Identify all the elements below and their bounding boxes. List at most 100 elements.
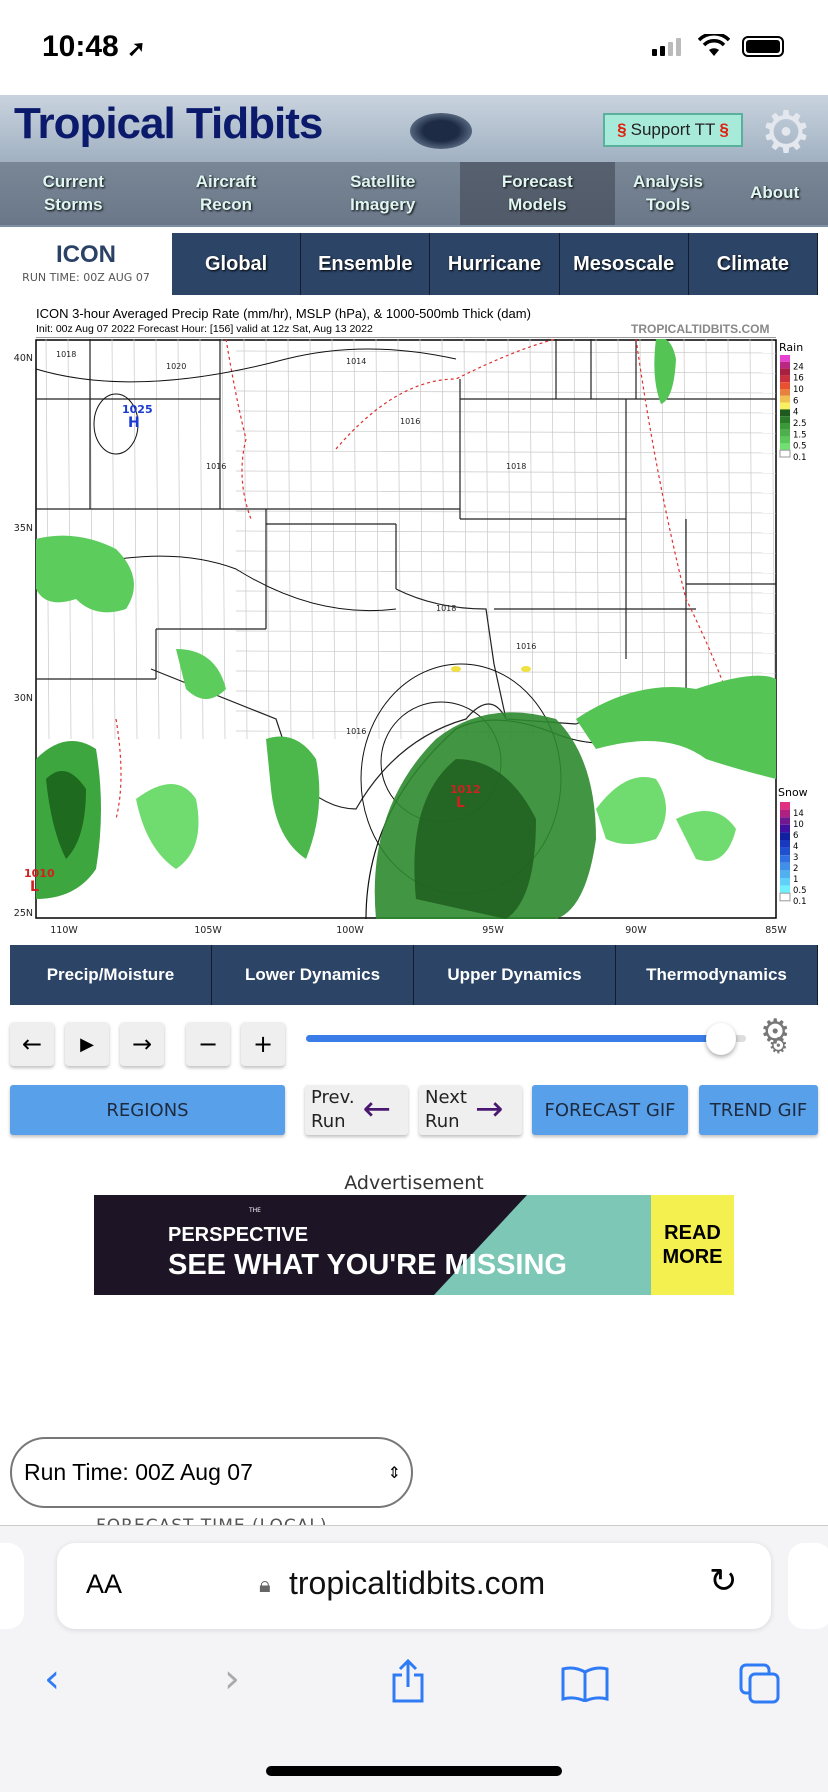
tab-thermodynamics[interactable]: Thermodynamics: [616, 945, 818, 1005]
forecast-hour-slider[interactable]: [306, 1035, 746, 1042]
legend-tick: 1: [793, 875, 798, 885]
legend-swatch: [780, 361, 790, 369]
isobar-label: 1016: [346, 727, 366, 736]
lon-label: 105W: [194, 925, 222, 936]
tab-mesoscale[interactable]: Mesoscale: [559, 233, 689, 295]
forecast-map[interactable]: 1025 H 1012 L 1010 L 1018 1020 1016 1014…: [8, 339, 828, 939]
back-icon[interactable]: ‹: [44, 1656, 60, 1702]
isobar-label: 1016: [400, 417, 420, 426]
trend-gif-button[interactable]: TREND GIF: [699, 1085, 818, 1135]
tab-global[interactable]: Global: [172, 233, 302, 295]
previous-tab-pill[interactable]: [0, 1543, 24, 1629]
legend-swatch: [780, 429, 790, 437]
tab-precip-moisture[interactable]: Precip/Moisture: [10, 945, 212, 1005]
county-line: [309, 339, 314, 740]
legend-swatch: [780, 862, 790, 871]
support-button[interactable]: § Support TT §: [603, 113, 743, 147]
model-tabs: Global Ensemble Hurricane Mesoscale Clim…: [172, 233, 819, 295]
nav-analysis-tools[interactable]: Analysis Tools: [633, 172, 703, 214]
tab-climate[interactable]: Climate: [688, 233, 819, 295]
settings-gear-icon[interactable]: ⚙: [760, 98, 812, 166]
forecast-gif-button[interactable]: FORECAST GIF: [532, 1085, 688, 1135]
lon-labels: 110W 105W 100W 95W 90W 85W: [50, 925, 787, 936]
tab-upper-dynamics[interactable]: Upper Dynamics: [414, 945, 616, 1005]
tab-hurricane[interactable]: Hurricane: [430, 233, 560, 295]
next-tab-pill[interactable]: [788, 1543, 828, 1629]
legend-tick: 4: [793, 842, 798, 852]
low-pressure-value: 1010: [24, 867, 55, 880]
next-run-label: Run: [425, 1111, 460, 1132]
zoom-out-button[interactable]: −: [186, 1022, 230, 1066]
tab-ensemble[interactable]: Ensemble: [301, 233, 431, 295]
county-line: [133, 339, 138, 740]
lat-labels: 40N 35N 30N 25N: [14, 353, 33, 919]
legend-swatch: [780, 840, 790, 848]
tab-lower-dynamics[interactable]: Lower Dynamics: [212, 945, 414, 1005]
nav-forecast-models[interactable]: Forecast Models: [460, 162, 615, 225]
pressure-centers: 1025 H 1012 L 1010 L: [24, 403, 481, 895]
legend-swatch: [780, 870, 790, 878]
prev-run-label: Prev.: [311, 1086, 355, 1108]
hurricane-icon: §: [719, 120, 729, 139]
nav-aircraft-recon[interactable]: Aircraft Recon: [195, 172, 257, 214]
share-icon[interactable]: [390, 1659, 426, 1703]
legend-tick: 2: [793, 864, 798, 874]
legend-swatch: [779, 449, 791, 458]
isobar-label: 1020: [166, 362, 186, 371]
ad-read-more[interactable]: READ MORE: [651, 1195, 734, 1295]
lat-label: 30N: [14, 693, 33, 704]
url-text[interactable]: tropicaltidbits.com: [289, 1565, 546, 1601]
low-pressure-value: 1012: [450, 783, 481, 796]
county-line: [235, 510, 777, 514]
slider-thumb[interactable]: [706, 1023, 736, 1055]
next-run-button[interactable]: Next Run →: [419, 1085, 522, 1135]
legend-tick: 0.5: [793, 442, 807, 452]
bookmarks-icon[interactable]: [560, 1666, 610, 1702]
nav-satellite-imagery[interactable]: Satellite Imagery: [350, 172, 416, 214]
play-button[interactable]: ▶: [65, 1022, 109, 1066]
legend-swatch: [780, 368, 790, 376]
legend-tick: 4: [793, 408, 798, 418]
run-time-select[interactable]: Run Time: 00Z Aug 07 ⇕: [10, 1437, 413, 1508]
legend-swatch: [780, 402, 790, 410]
status-time: 10:48 ➚: [42, 30, 146, 63]
hurricane-eye-image: [410, 113, 472, 149]
prev-frame-button[interactable]: ←: [10, 1022, 54, 1066]
high-pressure-symbol: H: [128, 415, 140, 431]
legend-swatch: [780, 395, 790, 403]
forward-icon[interactable]: ›: [224, 1656, 240, 1702]
legend-tick: 6: [793, 831, 798, 841]
model-name: ICON: [56, 241, 116, 268]
snow-legend-title: Snow: [778, 786, 808, 799]
site-logo[interactable]: Tropical Tidbits: [14, 99, 323, 148]
zoom-in-button[interactable]: +: [241, 1022, 285, 1066]
home-indicator: [266, 1766, 562, 1776]
legend-swatch: [780, 824, 790, 833]
county-line: [463, 339, 468, 740]
advertisement-banner[interactable]: THE PERSPECTIVE SEE WHAT YOU'RE MISSING …: [94, 1195, 734, 1295]
lon-label: 100W: [336, 925, 364, 936]
legend-swatch: [780, 382, 790, 389]
legend-tick: 0.1: [793, 453, 807, 463]
tabs-icon[interactable]: [738, 1662, 782, 1706]
lat-label: 25N: [14, 908, 33, 919]
isobar-label: 1018: [506, 462, 526, 471]
county-lines: [45, 339, 777, 740]
legend-tick: 1.5: [793, 430, 807, 440]
legend-swatch: [780, 375, 790, 383]
high-pressure-value: 1025: [122, 403, 153, 416]
address-bar[interactable]: AA 🔒︎ tropicaltidbits.com ↻: [57, 1543, 771, 1629]
legend-swatch: [780, 423, 790, 430]
reload-icon[interactable]: ↻: [709, 1561, 738, 1601]
county-line: [771, 339, 776, 740]
reader-options-button[interactable]: AA: [86, 1569, 123, 1599]
next-frame-button[interactable]: →: [120, 1022, 164, 1066]
regions-button[interactable]: REGIONS: [10, 1085, 285, 1135]
settings-gears-icon[interactable]: ⚙⚙: [760, 1012, 791, 1059]
nav-about[interactable]: About: [750, 183, 800, 203]
legend-tick: 0.1: [793, 897, 807, 907]
legend-tick: 3: [793, 853, 798, 863]
site-header: Tropical Tidbits § Support TT § ⚙ Current …: [0, 95, 828, 227]
nav-current-storms[interactable]: Current Storms: [42, 172, 105, 214]
prev-run-button[interactable]: Prev. Run ←: [305, 1085, 408, 1135]
